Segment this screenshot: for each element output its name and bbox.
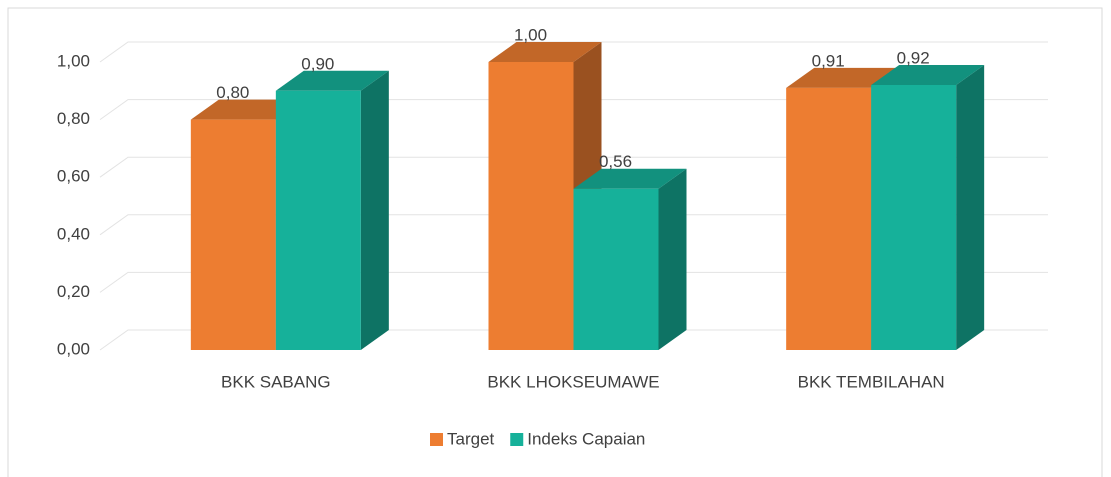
y-tick-label: 0,20	[57, 282, 90, 301]
bar-front	[871, 85, 957, 350]
y-tick-label: 0,60	[57, 167, 90, 186]
grid-line	[99, 214, 1048, 236]
bar-top	[786, 67, 900, 88]
value-label: 0,90	[301, 54, 334, 73]
bar	[573, 168, 687, 350]
bar	[871, 65, 985, 350]
bar-top	[488, 42, 602, 62]
value-label: 0,91	[812, 51, 845, 70]
bar	[275, 70, 389, 351]
legend-label: Indeks Capaian	[527, 429, 645, 448]
legend-label: Target	[447, 429, 495, 448]
bar-top	[871, 65, 985, 86]
bar-side	[658, 168, 687, 350]
bar-side	[956, 65, 985, 350]
value-label: 1,00	[514, 25, 547, 44]
y-tick-label: 0,00	[57, 339, 90, 358]
bar-top	[275, 70, 389, 91]
y-tick-label: 1,00	[57, 51, 90, 70]
value-label: 0,80	[216, 83, 249, 102]
grid-line	[99, 41, 1048, 63]
bar-side	[360, 70, 389, 351]
value-label: 0,56	[599, 152, 632, 171]
x-tick-label: BKK SABANG	[221, 372, 331, 391]
y-tick-label: 0,80	[57, 109, 90, 128]
legend-swatch	[430, 433, 443, 446]
value-label: 0,92	[897, 49, 930, 68]
x-tick-label: BKK LHOKSEUMAWE	[487, 372, 659, 391]
grid-line	[99, 271, 1048, 293]
y-tick-label: 0,40	[57, 224, 90, 243]
bar-front	[190, 119, 276, 350]
grid-line	[99, 156, 1048, 178]
grid-line	[99, 99, 1048, 121]
bar-front	[275, 90, 361, 351]
legend-swatch	[510, 433, 524, 446]
bar-front	[488, 62, 574, 350]
bar-top	[190, 99, 304, 120]
chart-frame	[7, 7, 1103, 477]
bar-front	[786, 87, 872, 351]
bar-front	[573, 188, 659, 350]
grid-line	[99, 329, 1048, 351]
bar-top	[573, 168, 687, 189]
x-tick-label: BKK TEMBILAHAN	[798, 372, 945, 391]
